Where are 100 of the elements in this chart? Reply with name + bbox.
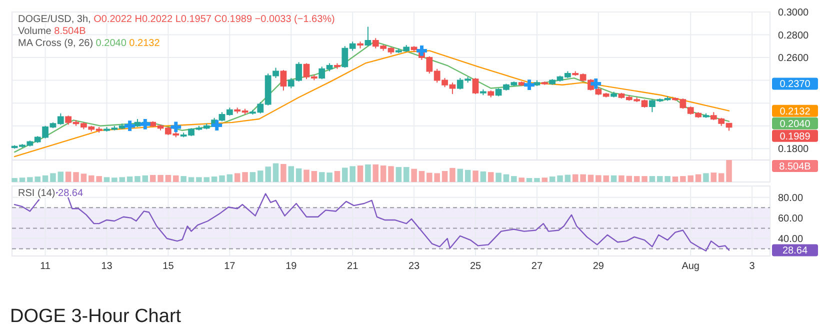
bar (464, 170, 471, 182)
y-tick-label: 80.00 (778, 192, 804, 204)
bar (250, 172, 256, 182)
bar (219, 175, 225, 182)
x-tick-label: 27 (531, 261, 543, 272)
y-tick-label: 40.00 (778, 234, 804, 245)
annotation: O0.2022 H0.2022 L0.1957 C0.1989 −0.0033 (−1.63%) (90, 14, 335, 25)
text: 0.2132 (780, 106, 811, 118)
bar (642, 176, 648, 182)
candlestick (334, 62, 340, 70)
bar (649, 176, 656, 182)
bar (158, 174, 164, 182)
bar (150, 174, 156, 182)
bar (588, 174, 594, 182)
bar (618, 175, 624, 182)
bar (534, 178, 540, 182)
annotation: 8.504B (51, 26, 86, 37)
bar (134, 176, 140, 182)
x-tick-label: 21 (347, 261, 359, 272)
candlestick (610, 91, 617, 98)
bar (165, 174, 172, 182)
y-tick-label: 60.00 (778, 213, 804, 224)
candlestick (534, 80, 540, 86)
bar (450, 168, 456, 182)
bar (80, 174, 87, 182)
bar (380, 166, 386, 182)
bar (403, 167, 410, 182)
bar (557, 175, 563, 182)
bar (180, 176, 186, 182)
bar (357, 166, 364, 182)
bar (626, 176, 632, 182)
bar (234, 173, 240, 182)
bar (50, 173, 56, 182)
annotation: DOGE/USD, 3h, (18, 14, 91, 25)
bar (288, 166, 294, 182)
bar (334, 171, 340, 182)
bar (634, 176, 640, 182)
bar (518, 178, 524, 182)
bar (564, 174, 571, 182)
text: 0.2370 (780, 79, 811, 90)
bar (703, 173, 709, 182)
y-tick-label: 0.2800 (778, 30, 810, 42)
bar (418, 171, 425, 182)
annotation: 0.2132 (126, 38, 160, 49)
candlestick (280, 70, 287, 92)
bar (19, 178, 26, 182)
text: 0.2040 (780, 118, 811, 130)
bar (480, 171, 486, 182)
bar (296, 168, 302, 182)
x-tick-label: 11 (40, 261, 51, 272)
candlestick (480, 88, 486, 96)
bar (42, 175, 48, 182)
bar (672, 176, 678, 182)
bar (496, 172, 502, 182)
bar (718, 173, 724, 182)
bar (411, 168, 417, 182)
bar (388, 166, 394, 182)
y-tick-label: 0.2600 (778, 53, 810, 64)
annotation: Volume (18, 26, 52, 37)
bar (726, 160, 732, 182)
x-tick-label: Aug (682, 261, 700, 272)
x-tick-label: 25 (470, 261, 482, 272)
bar (318, 172, 325, 182)
bar (710, 172, 717, 182)
bar (472, 170, 478, 182)
x-tick-label: 15 (162, 261, 174, 272)
annotation: MA Cross (9, 26) (18, 38, 94, 49)
bar (188, 177, 194, 182)
bar (12, 178, 18, 182)
candlestick (702, 112, 710, 118)
bar (695, 174, 702, 182)
bar (211, 176, 218, 182)
bar (65, 172, 72, 182)
candlestick (357, 41, 364, 49)
text: 0.1989 (780, 131, 811, 142)
x-tick-label: 19 (286, 261, 298, 272)
bar (242, 172, 248, 182)
bar (442, 171, 448, 182)
bar (503, 174, 510, 182)
candlestick (488, 90, 494, 98)
y-tick-label: 0.3000 (778, 8, 810, 18)
x-tick-label: 23 (408, 261, 420, 272)
bar (526, 178, 532, 182)
bar (542, 178, 548, 182)
bar (304, 170, 310, 182)
bar (311, 171, 318, 182)
x-tick-label: 3 (749, 261, 756, 272)
x-tick-label: 17 (224, 261, 236, 272)
bar (610, 175, 617, 182)
bar (126, 176, 133, 182)
bar (365, 164, 371, 182)
candlestick (541, 80, 548, 86)
bar (226, 174, 233, 182)
bar (73, 172, 79, 182)
candlestick (472, 78, 479, 94)
bar (272, 163, 279, 182)
bar (142, 175, 148, 182)
text: DOGE 3-Hour Chart (10, 306, 182, 327)
y-tick-label: 0.1800 (778, 144, 810, 156)
x-tick-label: 13 (101, 261, 113, 272)
